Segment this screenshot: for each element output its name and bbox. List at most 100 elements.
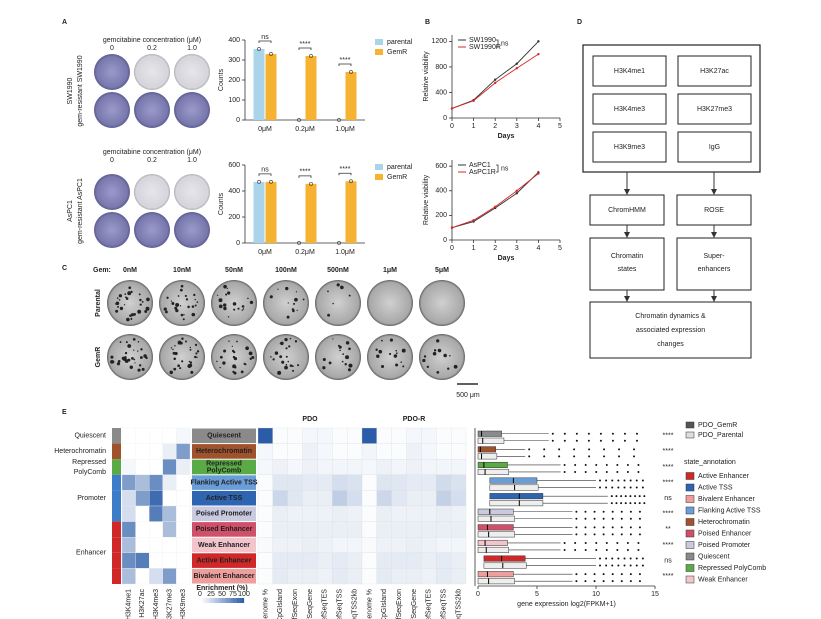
colony xyxy=(277,288,279,290)
concentration-label: 0 xyxy=(110,45,114,52)
colony xyxy=(395,352,398,355)
plate xyxy=(263,280,309,326)
colony xyxy=(170,300,173,302)
colony xyxy=(232,364,237,369)
outlier xyxy=(605,564,608,567)
outlier xyxy=(617,557,620,560)
x-tick-label: 1.0μM xyxy=(335,249,355,256)
colony xyxy=(170,347,173,349)
state-label: Weak Enhancer xyxy=(198,542,250,549)
x-tick-label: 1 xyxy=(472,245,476,252)
colony xyxy=(348,294,351,297)
legend-swatch xyxy=(685,529,695,538)
concentration-label: 1.0 xyxy=(187,45,197,52)
x-tick-label: 2 xyxy=(493,123,497,130)
heat-cell xyxy=(302,521,318,538)
colony xyxy=(281,360,285,364)
group-strip xyxy=(112,428,121,444)
group-strip xyxy=(112,537,121,553)
colony xyxy=(118,294,123,298)
heat-cell xyxy=(162,552,177,569)
colony xyxy=(279,355,283,359)
colony xyxy=(175,308,179,313)
colony xyxy=(284,337,288,342)
legend-label: AsPC1 xyxy=(469,162,491,169)
legend-swatch xyxy=(685,495,695,503)
state-box xyxy=(192,506,256,522)
colony xyxy=(140,348,143,351)
outlier xyxy=(623,439,626,442)
colony xyxy=(340,285,344,290)
heat-cell xyxy=(302,427,318,444)
colony xyxy=(222,361,226,365)
group-label: PolyComb xyxy=(74,469,106,476)
heat-cell xyxy=(162,521,177,538)
mark-box xyxy=(677,131,752,163)
mark-label: H3K4me1 xyxy=(614,68,645,75)
colony xyxy=(270,356,272,358)
column-label: Genome % xyxy=(366,589,373,619)
colony xyxy=(141,300,144,303)
outlier xyxy=(605,486,608,489)
colony xyxy=(179,288,183,292)
heat-cell xyxy=(361,427,378,444)
bar xyxy=(305,56,317,120)
colony xyxy=(172,348,174,351)
annotation: **** xyxy=(300,169,311,176)
colony xyxy=(244,363,247,366)
outlier xyxy=(626,541,629,544)
heat-cell xyxy=(257,505,274,522)
x-axis-label: Days xyxy=(498,133,515,140)
heat-cell xyxy=(162,568,177,585)
plate xyxy=(174,54,210,90)
colorbar-step xyxy=(215,598,218,603)
heat-cell xyxy=(121,521,136,538)
colony xyxy=(133,349,135,351)
heat-cell xyxy=(149,427,163,444)
colony xyxy=(174,344,176,347)
state-label: PolyComb xyxy=(207,467,242,474)
colony xyxy=(291,365,294,368)
outlier xyxy=(620,573,623,576)
colorbar-tick: 25 xyxy=(207,591,215,598)
colony xyxy=(138,293,141,296)
colony xyxy=(295,291,298,293)
legend-label: Active TSS xyxy=(698,484,733,491)
bracket xyxy=(298,175,312,178)
colony xyxy=(249,357,252,360)
colony xyxy=(191,312,196,317)
column-label: RefSeqTSS xyxy=(337,589,344,619)
colorbar-step xyxy=(206,598,209,603)
colony xyxy=(322,357,326,362)
colony xyxy=(327,290,329,293)
box xyxy=(477,578,515,585)
outlier xyxy=(616,463,619,466)
output-label: Chromatin xyxy=(611,253,643,260)
heat-cell xyxy=(302,474,318,491)
column-label: RefSeqTSS2kb xyxy=(455,589,462,619)
outlier xyxy=(574,463,577,466)
final-label: changes xyxy=(657,341,684,348)
colony xyxy=(379,351,382,354)
outlier xyxy=(595,470,598,473)
plate xyxy=(94,174,130,210)
bar xyxy=(265,181,277,243)
outlier xyxy=(629,510,632,513)
plate xyxy=(134,54,170,90)
heat-cell xyxy=(361,474,378,491)
outlier xyxy=(575,439,578,442)
colony xyxy=(189,346,192,349)
outlier xyxy=(638,510,641,513)
heat-cell xyxy=(302,443,318,460)
colony xyxy=(130,318,133,321)
bar-dot xyxy=(309,54,313,58)
panel-label: A xyxy=(62,19,67,26)
colony xyxy=(245,346,249,351)
colony xyxy=(280,341,284,346)
colony xyxy=(292,309,295,313)
heat-cell xyxy=(346,568,363,585)
legend-label: AsPC1R xyxy=(469,169,496,176)
outlier xyxy=(602,517,605,520)
outlier xyxy=(629,573,632,576)
colony xyxy=(132,337,136,341)
